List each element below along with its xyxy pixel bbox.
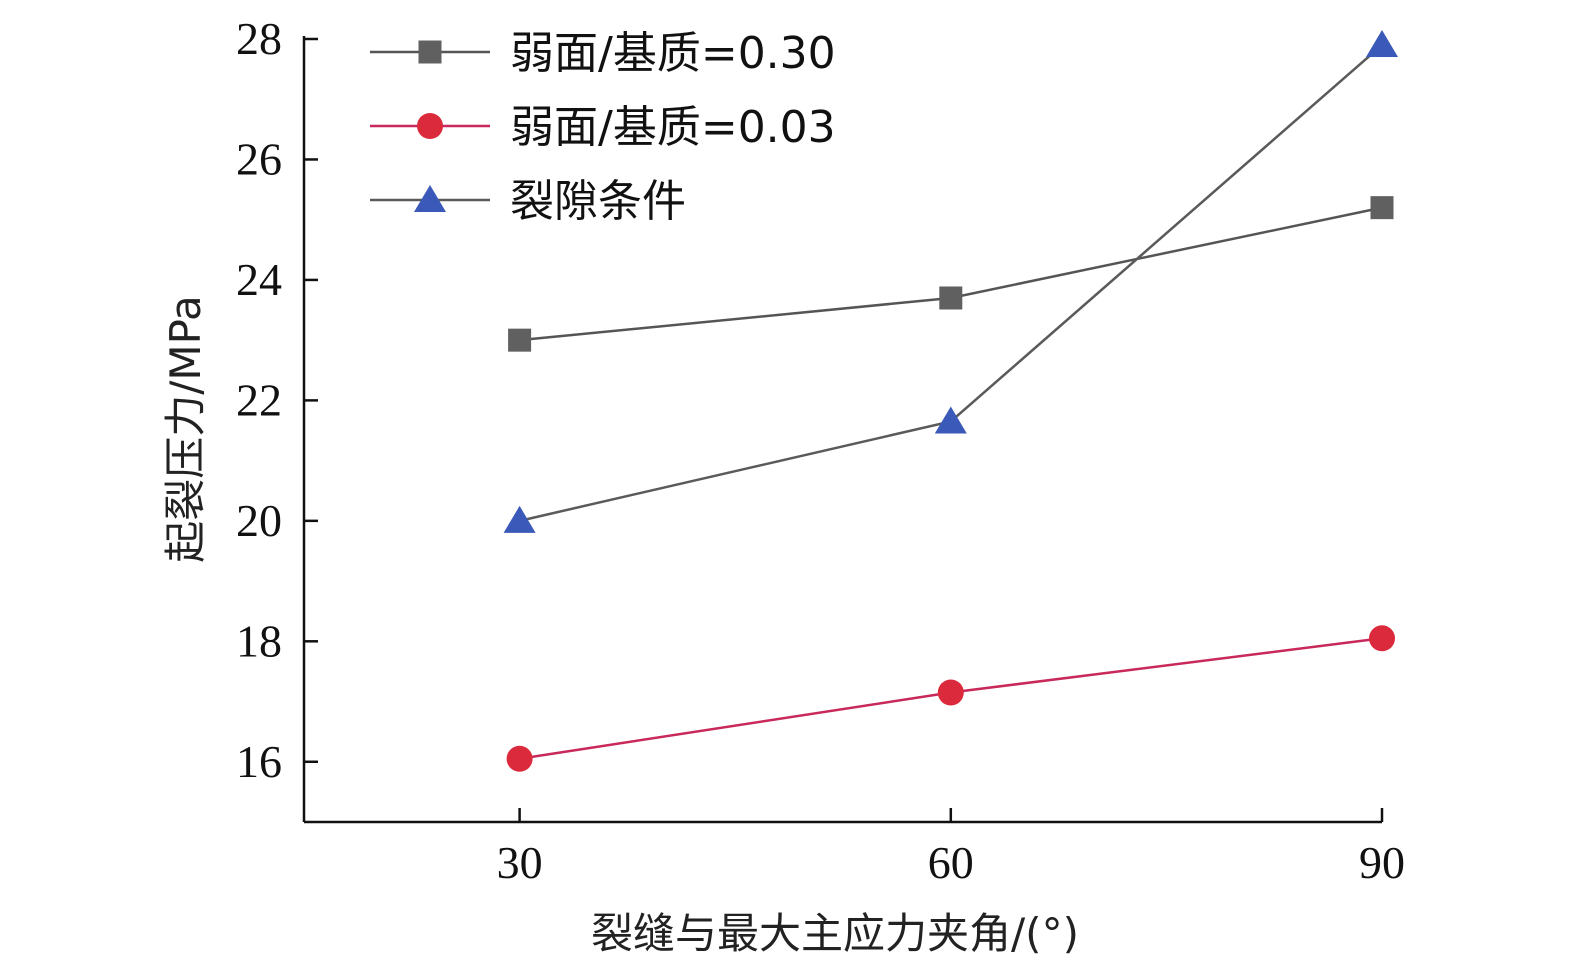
x-axis-title: 裂缝与最大主应力夹角/(°) — [591, 909, 1079, 958]
y-tick-label: 16 — [236, 736, 282, 787]
data-point — [934, 406, 967, 434]
data-point — [506, 745, 533, 772]
series-layer — [503, 30, 1398, 772]
y-tick-label: 18 — [236, 615, 282, 666]
data-point — [508, 328, 532, 352]
axes: 16 18 20 22 24 26 28 30 60 90 — [236, 13, 1405, 888]
legend-entry: 裂隙条件 — [370, 176, 686, 227]
y-tick-label: 24 — [236, 254, 282, 305]
legend-label: 裂隙条件 — [510, 176, 686, 227]
data-point — [939, 286, 963, 310]
y-tick-label: 26 — [236, 133, 282, 184]
legend-entry: 弱面/基质=0.03 — [370, 102, 836, 153]
series-line — [519, 206, 1383, 342]
series-2 — [506, 625, 1395, 772]
series-3 — [503, 30, 1398, 533]
x-tick-label: 90 — [1359, 837, 1405, 888]
legend-label: 弱面/基质=0.03 — [510, 102, 836, 153]
data-point — [937, 679, 964, 706]
data-point — [1366, 30, 1398, 58]
y-tick-label: 28 — [236, 13, 282, 64]
legend-entry: 弱面/基质=0.30 — [370, 28, 836, 79]
data-point — [1370, 196, 1394, 220]
data-point — [503, 505, 536, 533]
x-tick-label: 60 — [928, 837, 974, 888]
legend: 弱面/基质=0.30 弱面/基质=0.03 裂隙条件 — [370, 28, 836, 227]
data-point — [1369, 625, 1395, 652]
y-tick-label: 20 — [236, 495, 282, 546]
legend-marker — [417, 113, 443, 139]
legend-label: 弱面/基质=0.30 — [510, 28, 836, 79]
series-1 — [508, 196, 1394, 352]
x-axis-ticks: 30 60 90 — [497, 808, 1405, 888]
y-axis-ticks: 16 18 20 22 24 26 28 — [236, 13, 318, 787]
x-tick-label: 30 — [497, 837, 543, 888]
y-tick-label: 22 — [236, 374, 282, 425]
y-axis-title: 起裂压力/MPa — [161, 295, 210, 563]
legend-marker — [418, 40, 442, 64]
legend-marker — [414, 185, 446, 212]
